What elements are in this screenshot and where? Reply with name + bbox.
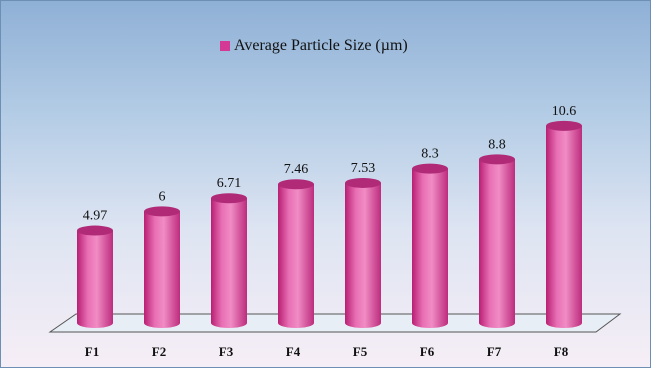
bar-F1 bbox=[77, 225, 113, 328]
bar-body bbox=[77, 230, 113, 328]
x-tick-label: F5 bbox=[353, 344, 368, 359]
legend-swatch bbox=[220, 41, 230, 51]
bar-top bbox=[211, 193, 247, 204]
legend-label: Average Particle Size (µm) bbox=[234, 37, 408, 54]
bar-body bbox=[479, 159, 515, 328]
x-tick-label: F3 bbox=[219, 344, 234, 359]
bar-top bbox=[77, 225, 113, 236]
data-label: 7.53 bbox=[351, 161, 376, 176]
bar-F5 bbox=[345, 177, 381, 328]
bar-body bbox=[546, 125, 582, 328]
bar-F8 bbox=[546, 120, 582, 328]
bar-top bbox=[479, 154, 515, 165]
bar-body bbox=[278, 184, 314, 328]
bar-F4 bbox=[278, 179, 314, 328]
bar-F7 bbox=[479, 154, 515, 328]
chart-floor bbox=[48, 313, 622, 333]
bar-top bbox=[345, 177, 381, 188]
bar-top bbox=[412, 163, 448, 174]
data-label: 8.3 bbox=[421, 147, 439, 162]
data-label: 4.97 bbox=[83, 209, 108, 224]
bar-body bbox=[144, 211, 180, 328]
data-label: 6.71 bbox=[217, 176, 242, 191]
x-tick-label: F8 bbox=[554, 344, 569, 359]
bar-body bbox=[345, 182, 381, 328]
x-tick-label: F1 bbox=[85, 344, 99, 359]
bar-body bbox=[211, 198, 247, 328]
data-label: 10.6 bbox=[552, 104, 577, 119]
x-tick-label: F2 bbox=[152, 344, 166, 359]
bar-F3 bbox=[211, 193, 247, 328]
data-label: 8.8 bbox=[488, 137, 506, 152]
x-tick-label: F6 bbox=[420, 344, 435, 359]
bar-top bbox=[278, 179, 314, 190]
bar-F2 bbox=[144, 206, 180, 328]
data-label: 6 bbox=[159, 189, 166, 204]
bar-top bbox=[144, 206, 180, 217]
bar-F6 bbox=[412, 163, 448, 328]
data-label: 7.46 bbox=[284, 162, 309, 177]
x-tick-label: F7 bbox=[487, 344, 502, 359]
chart-legend: Average Particle Size (µm) bbox=[220, 37, 408, 55]
bar-body bbox=[412, 168, 448, 328]
x-tick-label: F4 bbox=[286, 344, 301, 359]
bar-top bbox=[546, 120, 582, 131]
